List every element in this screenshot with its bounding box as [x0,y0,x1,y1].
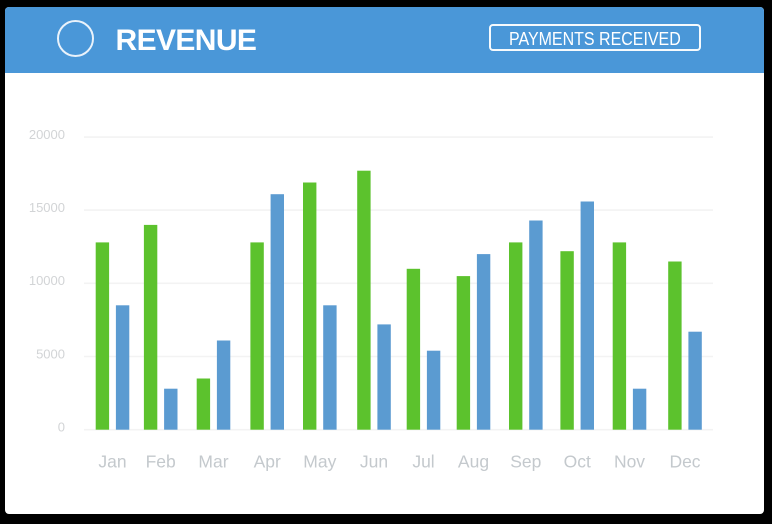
svg-text:Jan: Jan [98,451,126,471]
svg-text:Dec: Dec [669,451,700,471]
svg-text:15000: 15000 [29,200,65,215]
svg-text:Nov: Nov [614,451,645,471]
svg-text:Oct: Oct [564,451,591,471]
svg-text:20000: 20000 [29,127,65,142]
svg-text:Sep: Sep [510,451,541,471]
svg-text:May: May [303,451,336,471]
svg-text:10000: 10000 [29,273,65,288]
svg-text:Feb: Feb [146,451,176,471]
svg-text:5000: 5000 [36,346,65,361]
svg-text:0: 0 [58,419,65,434]
svg-text:Aug: Aug [458,451,489,471]
svg-text:Jun: Jun [360,451,388,471]
svg-text:Apr: Apr [254,451,281,471]
svg-text:Jul: Jul [412,451,434,471]
svg-text:Mar: Mar [198,451,228,471]
